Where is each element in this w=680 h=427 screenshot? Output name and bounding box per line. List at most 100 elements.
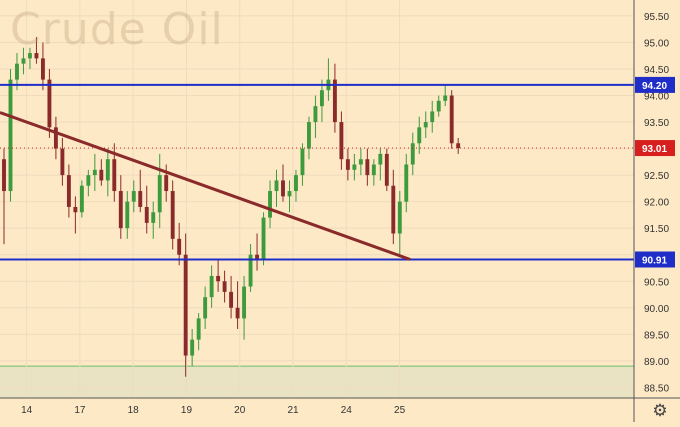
trendline <box>0 111 411 261</box>
candle-body <box>456 143 461 149</box>
candle-body <box>15 63 19 80</box>
candle-body <box>358 159 363 165</box>
candle-body <box>242 286 247 319</box>
candle-body <box>365 159 370 176</box>
candle-body <box>410 143 415 165</box>
candle-body <box>268 191 272 218</box>
x-tick-label: 20 <box>234 405 246 416</box>
candle-body <box>183 254 188 356</box>
candle-body <box>73 206 78 213</box>
candle-body <box>430 111 435 123</box>
candle-body <box>196 318 201 340</box>
candle-body <box>47 79 52 128</box>
candle-body <box>66 175 71 207</box>
candle-body <box>384 153 389 186</box>
price-label-box <box>635 251 675 268</box>
candle-body <box>2 159 6 192</box>
y-tick-label: 92.50 <box>644 171 669 182</box>
candle-body <box>216 275 221 282</box>
candle-body <box>417 127 422 144</box>
y-tick-label: 94.50 <box>644 65 669 76</box>
candle-body <box>371 164 376 176</box>
candle-body <box>397 201 402 234</box>
candle-body <box>105 159 110 181</box>
candle-body <box>21 58 26 64</box>
candle-body <box>229 291 234 308</box>
candle-body <box>274 180 279 192</box>
candle-body <box>319 90 324 107</box>
last-price-label: 93.01 <box>642 144 667 155</box>
candle-body <box>255 254 259 261</box>
candle-body <box>339 122 344 160</box>
candle-body <box>281 180 285 197</box>
candle-body <box>99 169 104 181</box>
candle-body <box>209 275 214 298</box>
candle-body <box>235 307 240 319</box>
y-tick-label: 90.50 <box>644 277 669 288</box>
candle-body <box>345 159 350 170</box>
x-tick-label: 21 <box>287 405 299 416</box>
candle-body <box>118 191 123 229</box>
candle-body <box>112 159 117 192</box>
candle-body <box>170 191 175 239</box>
candle-body <box>404 164 409 202</box>
candle-body <box>34 53 39 59</box>
candle-body <box>60 148 65 176</box>
y-tick-label: 93.50 <box>644 118 669 129</box>
settings-icon[interactable]: ⚙ <box>652 401 668 420</box>
candle-body <box>92 169 97 176</box>
candle-body <box>423 122 428 128</box>
candle-body <box>352 164 357 170</box>
candle-body <box>8 79 13 192</box>
candle-body <box>449 95 454 144</box>
candle-body <box>300 148 305 176</box>
y-tick-label: 89.00 <box>644 357 669 368</box>
candle-body <box>28 53 32 59</box>
candle-body <box>79 185 84 213</box>
x-tick-label: 19 <box>181 405 193 416</box>
candle-body <box>53 127 58 149</box>
candle-body <box>294 175 298 192</box>
last-price-box <box>635 140 675 157</box>
candle-body <box>332 79 337 123</box>
x-tick-label: 24 <box>341 405 353 416</box>
candle-body <box>203 297 208 319</box>
candle-body <box>261 217 266 261</box>
candle-body <box>436 100 441 112</box>
price-label: 94.20 <box>642 81 667 92</box>
x-tick-label: 25 <box>394 405 406 416</box>
y-tick-label: 89.50 <box>644 330 669 341</box>
candle-body <box>287 191 292 197</box>
y-tick-label: 95.00 <box>644 38 669 49</box>
x-tick-label: 18 <box>128 405 140 416</box>
candle-body <box>86 175 91 186</box>
x-tick-label: 14 <box>21 405 33 416</box>
candle-body <box>125 201 130 229</box>
price-label-box <box>635 76 675 93</box>
y-tick-label: 92.00 <box>644 198 669 209</box>
candle-body <box>151 212 156 223</box>
candle-body <box>248 254 253 287</box>
candle-body <box>307 122 311 149</box>
candle-body <box>391 185 396 234</box>
candle-body <box>190 339 195 356</box>
plot-area <box>0 0 634 398</box>
candle-body <box>313 106 318 123</box>
candle-body <box>40 58 45 80</box>
candle-body <box>144 206 149 223</box>
y-tick-label: 88.50 <box>644 383 669 394</box>
candle-body <box>138 191 143 207</box>
y-tick-label: 95.50 <box>644 12 669 23</box>
candle-body <box>164 175 169 192</box>
y-tick-label: 94.00 <box>644 92 669 103</box>
candle-body <box>131 191 136 202</box>
x-tick-label: 17 <box>74 405 86 416</box>
candle-body <box>443 95 448 101</box>
candle-body <box>157 175 162 213</box>
y-tick-label: 90.00 <box>644 304 669 315</box>
candle-body <box>177 238 182 255</box>
candle-body <box>378 153 383 165</box>
y-tick-label: 91.50 <box>644 224 669 235</box>
